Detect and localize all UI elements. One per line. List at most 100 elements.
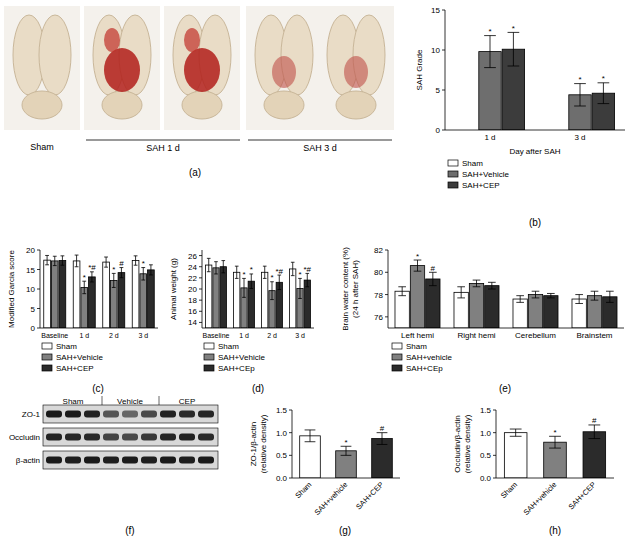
significance: * (270, 273, 273, 282)
chart: ****#**#14161820222426Baseline1 d2 d3 dA… (169, 250, 314, 394)
y-tick-label: 0.0 (480, 474, 492, 483)
bar (528, 295, 542, 328)
error-line (603, 83, 604, 104)
legend-label: SAH+CEP (462, 181, 500, 190)
error-bar (149, 265, 153, 275)
bar (118, 273, 125, 328)
legend-label: Sham (406, 342, 427, 351)
bar (73, 261, 80, 328)
bars (300, 430, 393, 478)
x-tick-label: Sham (293, 480, 313, 500)
band (46, 411, 62, 418)
error-line (208, 258, 209, 271)
error-bar (508, 32, 520, 66)
band (141, 411, 157, 418)
legend-swatch (392, 354, 402, 360)
error-cap (75, 255, 79, 256)
legend-swatch (204, 365, 214, 371)
error-cap (305, 429, 316, 430)
error-cap (305, 286, 309, 287)
annotations: *# (553, 416, 597, 436)
error-cap (277, 289, 281, 290)
error-cap (606, 302, 614, 303)
y-tick-label: 10 (431, 46, 440, 55)
y-tick (199, 311, 202, 312)
group-line (86, 140, 240, 141)
cerebellum (22, 91, 62, 119)
error-cap (591, 291, 599, 292)
error-bar (516, 296, 524, 303)
y-tick-label: 0 (436, 126, 441, 135)
error-line (76, 255, 77, 267)
band (160, 411, 176, 418)
error-bar (214, 262, 218, 274)
error-cap (429, 285, 437, 286)
panel-label: (e) (499, 383, 511, 394)
bars (395, 260, 617, 328)
annotations: *# (416, 252, 436, 273)
panel-label: (b) (529, 217, 541, 228)
band (122, 434, 138, 441)
legend: ShamSAH+VehicleSAH+CEp (204, 342, 265, 373)
x-tick-label: 1 d (239, 332, 249, 339)
error-cap (305, 441, 316, 442)
legend-label: SAH+CEp (406, 364, 443, 373)
error-cap (575, 303, 583, 304)
error-cap (516, 295, 524, 296)
y-tick-label: 0 (31, 324, 36, 333)
error-line (490, 36, 491, 68)
error-cap (104, 267, 108, 268)
x-tick-label: SAH+vehicle (522, 480, 559, 517)
significance: * (83, 273, 86, 282)
error-line (555, 436, 556, 448)
error-bar (112, 273, 116, 287)
error-cap (53, 265, 57, 266)
error-line (432, 272, 433, 285)
error-cap (207, 271, 211, 272)
x-axis (202, 328, 314, 329)
y-tick-label: 0.5 (480, 451, 492, 460)
error-bar (207, 258, 211, 271)
error-cap (221, 260, 225, 261)
y-axis-title: Modified Garcia score (7, 250, 16, 328)
error-cap (488, 289, 496, 290)
error-bar (120, 268, 124, 278)
error-cap (398, 286, 406, 287)
significance: * (142, 259, 145, 268)
error-cap (298, 298, 302, 299)
error-cap (263, 266, 267, 267)
brain (246, 6, 322, 130)
error-line (520, 296, 521, 303)
annotations: *# (344, 424, 384, 447)
legend: ShamSAH+VehicleSAH+CEP (42, 342, 103, 373)
legend-label: Sham (56, 342, 77, 351)
error-cap (598, 103, 610, 104)
error-bar (591, 291, 599, 300)
group-line (248, 140, 392, 141)
significance: # (380, 424, 385, 433)
error-cap (291, 262, 295, 263)
legend-swatch (204, 343, 214, 349)
band (141, 457, 157, 464)
error-line (461, 287, 462, 298)
error-cap (591, 300, 599, 301)
bar (103, 262, 110, 328)
bar (454, 292, 468, 328)
bar (395, 291, 409, 328)
significance: * (250, 265, 253, 274)
bar (148, 270, 155, 328)
hemorrhage (184, 48, 220, 92)
band (198, 411, 214, 418)
significance: * (602, 74, 605, 83)
error-cap (149, 264, 153, 265)
error-bar (549, 436, 561, 448)
band (179, 457, 195, 464)
y-tick-label: 15 (431, 6, 440, 15)
error-line (310, 430, 311, 442)
band (141, 434, 157, 441)
cerebellum (336, 91, 376, 119)
x-tick-label: Baseline (41, 332, 68, 339)
error-line (223, 261, 224, 273)
panel-label: (a) (189, 167, 201, 178)
bar (132, 261, 139, 328)
